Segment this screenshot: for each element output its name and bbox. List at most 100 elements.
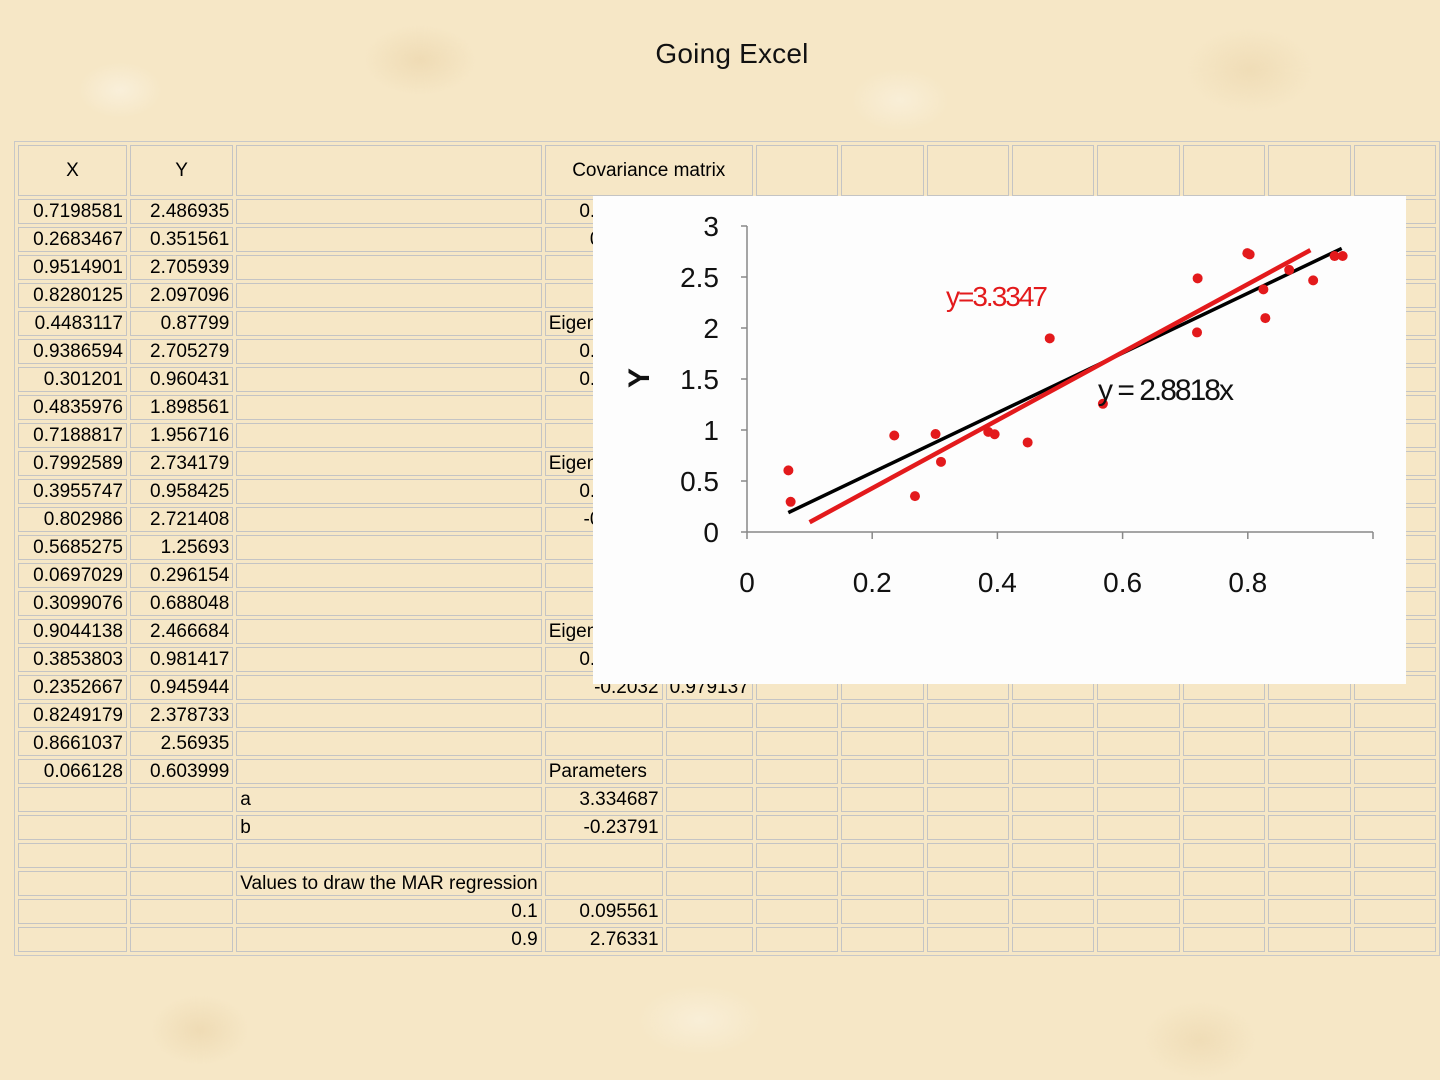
cell-x[interactable]: 0.0697029 <box>18 563 127 588</box>
cell-label[interactable] <box>236 759 542 784</box>
cell[interactable] <box>1011 899 1095 924</box>
cell-y[interactable]: 2.56935 <box>130 731 234 756</box>
cell[interactable] <box>1182 145 1266 196</box>
cell[interactable] <box>841 815 924 840</box>
cell-y[interactable]: 0.945944 <box>130 675 234 700</box>
cell[interactable] <box>1268 759 1351 784</box>
cell-x[interactable]: 0.8661037 <box>18 731 127 756</box>
cell-y[interactable]: 2.705939 <box>130 255 234 280</box>
cell[interactable] <box>755 815 839 840</box>
cell[interactable] <box>926 871 1009 896</box>
cell[interactable] <box>1097 871 1180 896</box>
cell[interactable] <box>1182 843 1266 868</box>
cell[interactable] <box>1011 815 1095 840</box>
cell[interactable] <box>1353 759 1436 784</box>
header-y[interactable]: Y <box>130 145 234 196</box>
cell-value-1[interactable]: 0.095561 <box>544 899 663 924</box>
cell[interactable] <box>1353 731 1436 756</box>
cell-value-1[interactable]: -0.23791 <box>544 815 663 840</box>
cell[interactable] <box>755 759 839 784</box>
cell-label[interactable]: Values to draw the MAR regression <box>236 871 542 896</box>
cell[interactable] <box>1268 145 1351 196</box>
cell[interactable] <box>926 731 1009 756</box>
cell[interactable] <box>926 703 1009 728</box>
cell[interactable] <box>1011 759 1095 784</box>
cell[interactable] <box>1353 927 1436 952</box>
cell-y[interactable] <box>130 787 234 812</box>
cell-value-1[interactable] <box>544 703 663 728</box>
cell-label[interactable] <box>236 647 542 672</box>
cell[interactable] <box>841 871 924 896</box>
cell[interactable] <box>755 927 839 952</box>
cell[interactable] <box>1268 899 1351 924</box>
cell-value-2[interactable] <box>665 787 753 812</box>
cell-x[interactable] <box>18 815 127 840</box>
cell-x[interactable] <box>18 927 127 952</box>
cell[interactable] <box>1353 787 1436 812</box>
cell-x[interactable]: 0.4483117 <box>18 311 127 336</box>
cell[interactable] <box>1182 871 1266 896</box>
cell-value-2[interactable] <box>665 843 753 868</box>
cell-y[interactable]: 1.898561 <box>130 395 234 420</box>
cell-label[interactable] <box>236 535 542 560</box>
cell-x[interactable]: 0.9386594 <box>18 339 127 364</box>
cell-value-2[interactable] <box>665 815 753 840</box>
cell[interactable] <box>1182 815 1266 840</box>
cell[interactable] <box>1097 731 1180 756</box>
cell-x[interactable]: 0.066128 <box>18 759 127 784</box>
cell-value-1[interactable] <box>544 871 663 896</box>
cell-value-2[interactable] <box>665 759 753 784</box>
cell[interactable] <box>841 731 924 756</box>
cell-label[interactable]: a <box>236 787 542 812</box>
cell-label[interactable] <box>236 591 542 616</box>
cell-y[interactable]: 2.721408 <box>130 507 234 532</box>
cell[interactable] <box>926 815 1009 840</box>
cell[interactable] <box>1268 731 1351 756</box>
cell[interactable] <box>1097 815 1180 840</box>
cell-label[interactable]: 0.1 <box>236 899 542 924</box>
cell-x[interactable] <box>18 787 127 812</box>
cell-y[interactable]: 0.688048 <box>130 591 234 616</box>
cell[interactable] <box>1097 899 1180 924</box>
cell-x[interactable]: 0.5685275 <box>18 535 127 560</box>
cell[interactable] <box>1353 703 1436 728</box>
cell-x[interactable]: 0.7188817 <box>18 423 127 448</box>
cell[interactable] <box>926 787 1009 812</box>
cell-label[interactable] <box>236 311 542 336</box>
cell-label[interactable] <box>236 451 542 476</box>
cell-y[interactable]: 0.87799 <box>130 311 234 336</box>
cell-x[interactable]: 0.2683467 <box>18 227 127 252</box>
cell-label[interactable] <box>236 479 542 504</box>
cell[interactable] <box>926 759 1009 784</box>
cell-label[interactable] <box>236 199 542 224</box>
cell[interactable] <box>841 759 924 784</box>
cell[interactable] <box>1268 843 1351 868</box>
cell-y[interactable]: 2.378733 <box>130 703 234 728</box>
cell-y[interactable] <box>130 871 234 896</box>
header-empty[interactable] <box>236 145 542 196</box>
cell-y[interactable] <box>130 927 234 952</box>
cell[interactable] <box>1268 703 1351 728</box>
cell[interactable] <box>1097 759 1180 784</box>
cell-x[interactable]: 0.9044138 <box>18 619 127 644</box>
cell[interactable] <box>841 843 924 868</box>
cell[interactable] <box>926 843 1009 868</box>
cell[interactable] <box>1268 815 1351 840</box>
cell[interactable] <box>1182 927 1266 952</box>
cell-value-1[interactable]: 3.334687 <box>544 787 663 812</box>
cell-x[interactable]: 0.802986 <box>18 507 127 532</box>
cell[interactable] <box>1268 871 1351 896</box>
cell-y[interactable]: 1.956716 <box>130 423 234 448</box>
cell[interactable] <box>1097 843 1180 868</box>
header-covariance-matrix[interactable]: Covariance matrix <box>544 145 753 196</box>
cell-x[interactable]: 0.3853803 <box>18 647 127 672</box>
cell[interactable] <box>1353 815 1436 840</box>
cell-x[interactable]: 0.8249179 <box>18 703 127 728</box>
cell-label[interactable]: b <box>236 815 542 840</box>
cell[interactable] <box>1182 787 1266 812</box>
cell-value-1[interactable] <box>544 843 663 868</box>
cell-label[interactable] <box>236 731 542 756</box>
cell-y[interactable]: 1.25693 <box>130 535 234 560</box>
cell[interactable] <box>755 731 839 756</box>
cell-y[interactable]: 2.097096 <box>130 283 234 308</box>
